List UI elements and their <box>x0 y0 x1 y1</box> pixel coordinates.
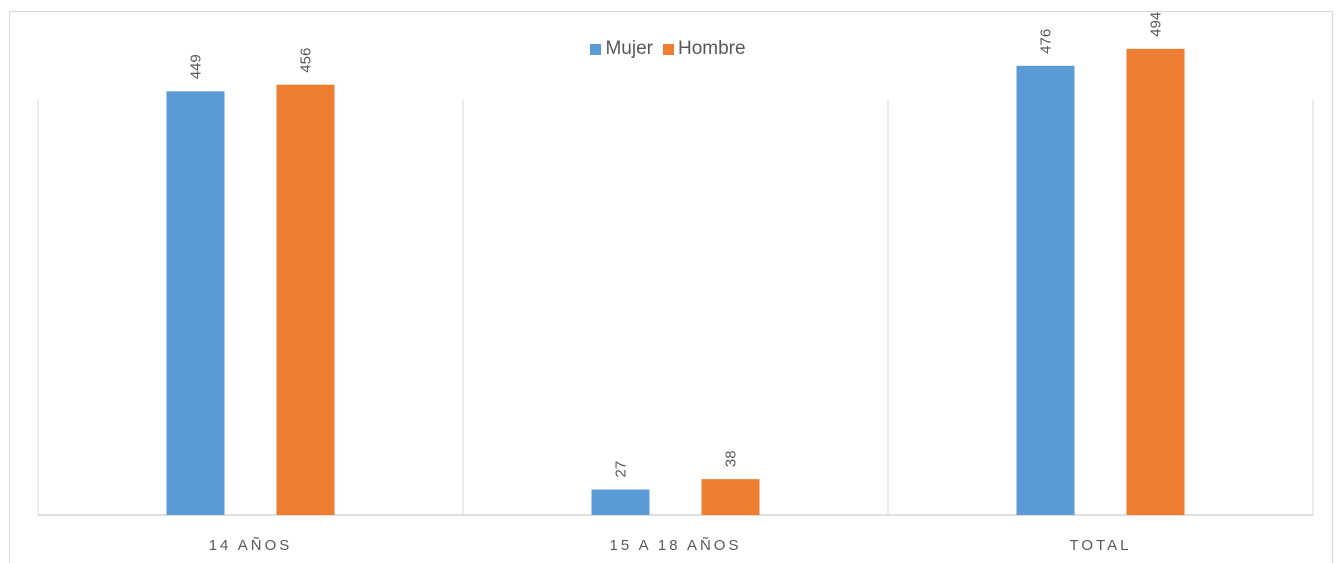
legend-swatch-mujer <box>590 43 602 55</box>
legend-item-hombre: Hombre <box>662 38 746 60</box>
x-tick-label: 15 A 18 AÑOS <box>610 537 742 554</box>
legend-label-hombre: Hombre <box>677 38 746 59</box>
data-label: 494 <box>1148 12 1165 37</box>
data-label: 38 <box>723 450 740 467</box>
data-label: 456 <box>298 48 315 73</box>
x-tick-label: TOTAL <box>1070 537 1132 554</box>
data-label: 476 <box>1038 29 1055 54</box>
bar-hombre <box>276 84 335 516</box>
data-label: 449 <box>188 54 205 79</box>
legend-item-mujer: Mujer <box>590 38 653 60</box>
bar-mujer <box>1016 65 1075 515</box>
bar-mujer <box>591 489 650 515</box>
x-tick-label: 14 AÑOS <box>209 537 293 554</box>
legend: Mujer Hombre <box>0 38 1336 60</box>
legend-label-mujer: Mujer <box>605 38 653 59</box>
legend-swatch-hombre <box>662 43 674 55</box>
data-label: 27 <box>613 461 630 478</box>
chart-frame <box>9 11 1333 563</box>
bar-mujer <box>166 91 225 515</box>
bar-hombre <box>701 479 760 515</box>
bar-hombre <box>1126 48 1185 516</box>
